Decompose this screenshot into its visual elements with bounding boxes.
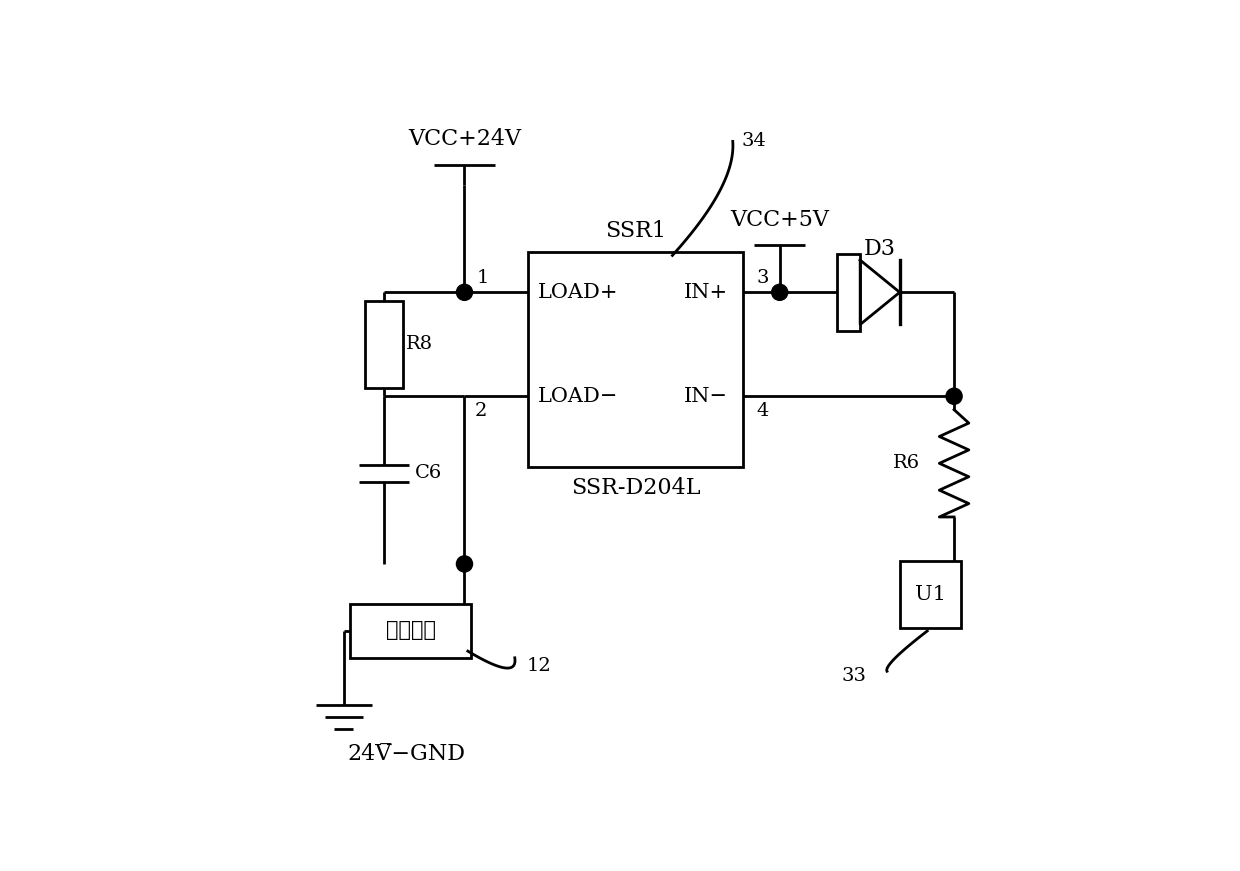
- Text: 4: 4: [756, 402, 769, 420]
- Text: C6: C6: [414, 464, 441, 483]
- Text: SSR-D204L: SSR-D204L: [570, 477, 701, 499]
- Text: IN+: IN+: [683, 283, 728, 302]
- Text: SSR1: SSR1: [605, 219, 666, 241]
- Circle shape: [456, 284, 472, 300]
- Text: 1: 1: [477, 268, 490, 287]
- Text: D3: D3: [864, 238, 897, 260]
- FancyBboxPatch shape: [366, 300, 403, 388]
- FancyBboxPatch shape: [900, 561, 961, 628]
- Text: 12: 12: [527, 657, 552, 675]
- Text: 34: 34: [742, 132, 766, 151]
- Text: R6: R6: [893, 455, 920, 472]
- FancyBboxPatch shape: [528, 252, 743, 467]
- Text: LOAD+: LOAD+: [538, 283, 619, 302]
- Circle shape: [946, 388, 962, 404]
- Text: 2: 2: [475, 402, 487, 420]
- Text: 33: 33: [842, 667, 867, 685]
- Circle shape: [771, 284, 787, 300]
- Text: IN−: IN−: [684, 387, 728, 406]
- Text: VCC+5V: VCC+5V: [730, 209, 830, 231]
- Text: U1: U1: [915, 584, 946, 604]
- Circle shape: [456, 556, 472, 572]
- FancyBboxPatch shape: [351, 604, 471, 658]
- Text: 24V̅−GND: 24V̅−GND: [347, 744, 465, 766]
- Text: VCC+24V: VCC+24V: [408, 128, 521, 151]
- FancyBboxPatch shape: [837, 253, 861, 331]
- Text: 加热元件: 加热元件: [386, 622, 435, 640]
- Text: 3: 3: [756, 268, 769, 287]
- Text: LOAD−: LOAD−: [538, 387, 619, 406]
- Text: R8: R8: [405, 335, 433, 354]
